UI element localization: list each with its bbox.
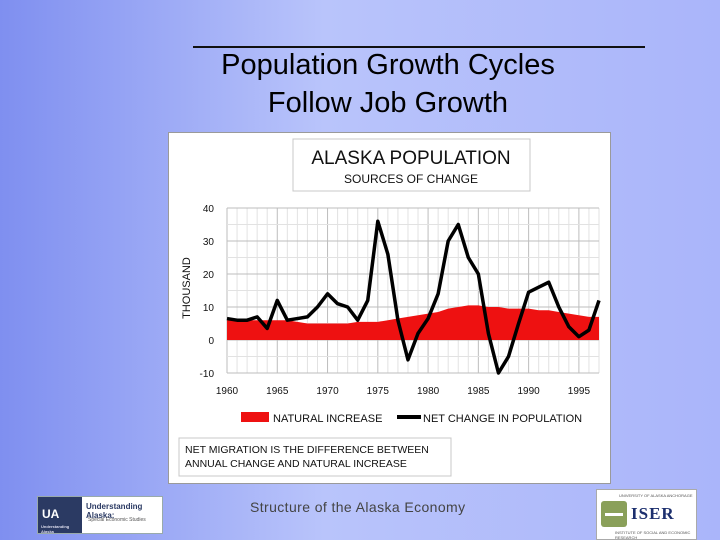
y-tick-label: 40 xyxy=(203,204,215,215)
ua-logo-name: Understanding Alaska: xyxy=(86,502,143,520)
y-tick-label: 10 xyxy=(203,303,215,314)
chart-title: ALASKA POPULATION xyxy=(311,148,510,169)
x-tick-label: 1995 xyxy=(568,386,591,397)
ua-logo-subtitle: Special Economic Studies xyxy=(88,517,146,523)
population-chart: ALASKA POPULATION SOURCES OF CHANGE -10 0… xyxy=(178,138,601,477)
x-tick-label: 1970 xyxy=(316,386,339,397)
slide-title-line-1: Population Growth Cycles xyxy=(221,49,555,81)
iser-logo: UNIVERSITY OF ALASKA ANCHORAGE ISER INST… xyxy=(596,489,697,540)
legend-label-natural-increase: NATURAL INCREASE xyxy=(273,413,382,425)
x-tick-label: 1980 xyxy=(417,386,440,397)
iser-logo-bottom: INSTITUTE OF SOCIAL AND ECONOMIC RESEARC… xyxy=(615,530,691,540)
slide-title-line-2: Follow Job Growth xyxy=(267,87,509,119)
chart-title-box: ALASKA POPULATION SOURCES OF CHANGE xyxy=(292,138,531,192)
legend-swatch-natural-increase xyxy=(241,412,269,422)
y-tick-label: 0 xyxy=(208,336,214,347)
ua-mark: UA Understanding Alaska xyxy=(38,497,82,534)
y-axis-label: THOUSAND xyxy=(181,257,193,319)
slide-footer: Structure of the Alaska Economy xyxy=(250,499,466,515)
y-tick-labels: -10 0 10 20 30 40 xyxy=(200,204,215,380)
iser-logo-name: ISER xyxy=(631,504,675,523)
y-tick-label: -10 xyxy=(200,369,215,380)
natural-increase-layer xyxy=(227,305,599,340)
x-tick-labels: 1960 1965 1970 1975 1980 1985 1990 1995 xyxy=(216,386,591,397)
natural-increase-area xyxy=(227,305,599,340)
iser-emblem-icon xyxy=(601,501,627,527)
net-change-line xyxy=(226,219,601,375)
x-tick-label: 1975 xyxy=(367,386,390,397)
x-tick-label: 1985 xyxy=(467,386,490,397)
chart-note-line: NET MIGRATION IS THE DIFFERENCE BETWEEN xyxy=(185,444,429,456)
iser-logo-top: UNIVERSITY OF ALASKA ANCHORAGE xyxy=(619,493,693,498)
x-tick-label: 1960 xyxy=(216,386,239,397)
chart-note-line: ANNUAL CHANGE AND NATURAL INCREASE xyxy=(185,458,407,470)
chart-legend: NATURAL INCREASE NET CHANGE IN POPULATIO… xyxy=(241,412,582,425)
legend-label-net-change: NET CHANGE IN POPULATION xyxy=(423,413,582,425)
chart-note: NET MIGRATION IS THE DIFFERENCE BETWEEN A… xyxy=(185,444,429,470)
chart-frame: ALASKA POPULATION SOURCES OF CHANGE -10 0… xyxy=(168,132,611,484)
understanding-alaska-logo: UA Understanding Alaska Understanding Al… xyxy=(37,496,163,534)
y-tick-label: 20 xyxy=(203,270,215,281)
chart-subtitle: SOURCES OF CHANGE xyxy=(344,172,478,186)
title-underline xyxy=(193,46,645,48)
chart-note-box: NET MIGRATION IS THE DIFFERENCE BETWEEN A… xyxy=(178,437,452,477)
slide-title: Population Growth Cycles Follow Job Grow… xyxy=(150,46,626,122)
y-tick-label: 30 xyxy=(203,237,215,248)
net-change-layer xyxy=(226,219,601,375)
x-tick-label: 1990 xyxy=(517,386,540,397)
x-tick-label: 1965 xyxy=(266,386,289,397)
